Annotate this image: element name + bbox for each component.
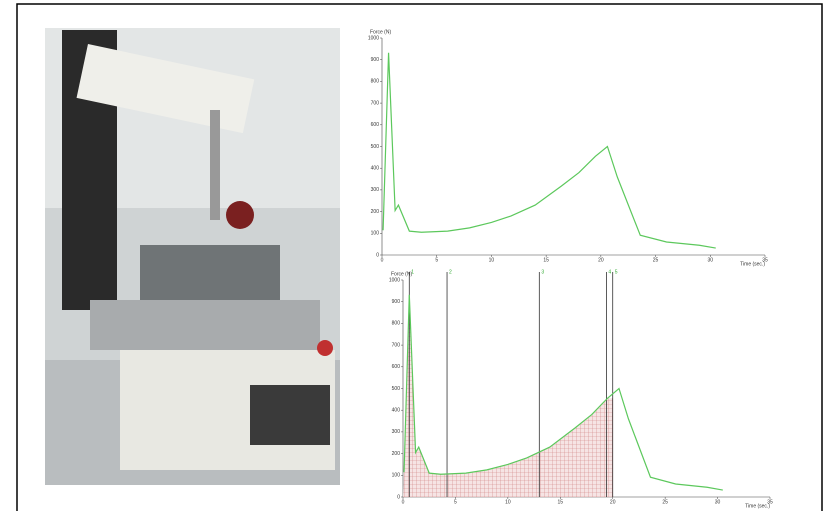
x-tick-label: 5 (435, 257, 438, 263)
y-tick-label: 0 (397, 494, 400, 500)
y-tick-label: 200 (371, 209, 380, 215)
x-tick-label: 10 (489, 257, 495, 263)
y-tick-label: 500 (371, 144, 380, 150)
x-tick-label: 0 (402, 499, 405, 505)
y-axis-label: Force (N) (370, 29, 391, 35)
x-axis-label: Time (sec.) (745, 503, 770, 509)
y-tick-label: 600 (371, 122, 380, 128)
x-tick-label: 15 (558, 499, 564, 505)
y-tick-label: 900 (371, 57, 380, 63)
x-tick-label: 25 (653, 257, 659, 263)
y-tick-label: 1000 (389, 277, 400, 283)
x-tick-label: 5 (454, 499, 457, 505)
x-tick-label: 30 (715, 499, 721, 505)
frame (16, 3, 823, 516)
y-tick-label: 300 (392, 429, 401, 435)
marker-label: 1 (411, 269, 414, 275)
y-tick-label: 800 (392, 321, 401, 327)
x-tick-label: 35 (767, 499, 773, 505)
y-tick-label: 700 (392, 342, 401, 348)
y-tick-label: 300 (371, 187, 380, 193)
photo (45, 28, 340, 485)
x-tick-label: 30 (708, 257, 714, 263)
y-tick-label: 600 (392, 364, 401, 370)
y-tick-label: 700 (371, 100, 380, 106)
y-tick-label: 400 (392, 408, 401, 414)
x-tick-label: 10 (505, 499, 511, 505)
shaded-area (403, 294, 613, 497)
y-tick-label: 900 (392, 299, 401, 305)
line (403, 294, 723, 491)
x-tick-label: 15 (543, 257, 549, 263)
x-axis-label: Time (sec.) (740, 261, 765, 267)
y-tick-label: 1000 (368, 35, 379, 41)
y-tick-label: 0 (376, 252, 379, 258)
y-tick-label: 200 (392, 451, 401, 457)
y-tick-label: 800 (371, 79, 380, 85)
marker-label: 3 (541, 269, 544, 275)
x-tick-label: 35 (762, 257, 768, 263)
x-tick-label: 20 (598, 257, 604, 263)
marker-label: 5 (615, 269, 618, 275)
x-tick-label: 20 (610, 499, 616, 505)
marker-label: 2 (449, 269, 452, 275)
y-axis-label: Force (N) (391, 271, 412, 277)
y-tick-label: 500 (392, 386, 401, 392)
y-tick-label: 100 (371, 231, 380, 237)
x-tick-label: 25 (662, 499, 668, 505)
y-tick-label: 100 (392, 473, 401, 479)
y-tick-label: 400 (371, 166, 380, 172)
x-tick-label: 0 (381, 257, 384, 263)
marker-label: 4 (608, 269, 611, 275)
line (382, 52, 716, 249)
